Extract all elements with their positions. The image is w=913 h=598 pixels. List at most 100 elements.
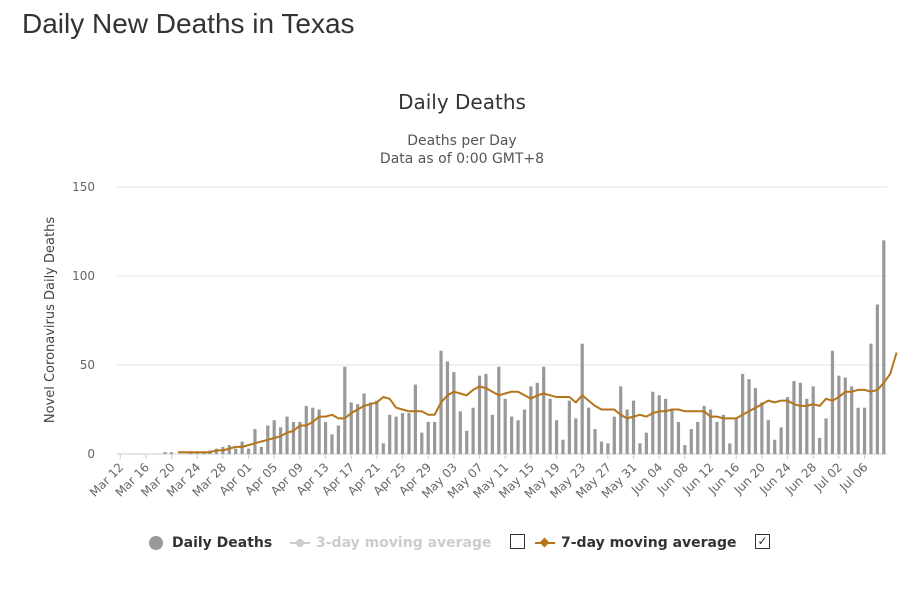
- bar[interactable]: [298, 421, 302, 454]
- bar[interactable]: [696, 421, 700, 454]
- seven-day-average-path[interactable]: [178, 352, 898, 454]
- bar[interactable]: [522, 409, 527, 455]
- legend-item-daily-deaths[interactable]: Daily Deaths: [146, 532, 272, 554]
- bar[interactable]: [394, 416, 398, 454]
- bar[interactable]: [773, 439, 777, 454]
- bar[interactable]: [766, 420, 770, 454]
- bar[interactable]: [721, 414, 725, 454]
- bar[interactable]: [484, 373, 488, 454]
- bar[interactable]: [593, 429, 597, 454]
- bar[interactable]: [843, 377, 847, 454]
- bar[interactable]: [535, 382, 539, 454]
- bar[interactable]: [465, 430, 469, 454]
- bar[interactable]: [657, 395, 661, 454]
- bar[interactable]: [631, 400, 636, 454]
- bar[interactable]: [317, 409, 321, 455]
- bar[interactable]: [580, 343, 584, 454]
- bar[interactable]: [445, 361, 450, 454]
- legend-item-7-day-average[interactable]: 7-day moving average: [535, 532, 737, 554]
- bar[interactable]: [259, 446, 263, 454]
- bar[interactable]: [304, 405, 308, 454]
- seven-day-average-line[interactable]: [178, 352, 898, 454]
- bar[interactable]: [818, 437, 822, 454]
- bar[interactable]: [625, 409, 629, 455]
- bar[interactable]: [323, 421, 328, 454]
- bar[interactable]: [516, 420, 520, 454]
- bar[interactable]: [433, 421, 437, 454]
- checkbox-3-day-average[interactable]: [510, 534, 525, 549]
- bar[interactable]: [715, 421, 719, 454]
- bar[interactable]: [510, 416, 514, 454]
- bar[interactable]: [413, 384, 417, 454]
- bar[interactable]: [779, 427, 783, 454]
- bar[interactable]: [670, 409, 674, 455]
- bar[interactable]: [708, 409, 713, 455]
- bar[interactable]: [490, 414, 494, 454]
- bar[interactable]: [856, 407, 860, 454]
- bar[interactable]: [368, 402, 373, 454]
- bar[interactable]: [554, 420, 559, 454]
- bar[interactable]: [811, 386, 815, 454]
- bar[interactable]: [343, 366, 347, 454]
- daily-deaths-bars[interactable]: [163, 240, 886, 455]
- bar[interactable]: [542, 366, 546, 454]
- bar[interactable]: [702, 405, 706, 454]
- bar[interactable]: [246, 448, 251, 454]
- bar[interactable]: [644, 432, 648, 454]
- bar[interactable]: [606, 443, 610, 454]
- bar[interactable]: [753, 388, 758, 454]
- bar[interactable]: [862, 407, 867, 454]
- bar[interactable]: [169, 452, 174, 454]
- bar[interactable]: [548, 398, 552, 454]
- bar[interactable]: [728, 443, 732, 454]
- bar[interactable]: [471, 407, 475, 454]
- bar[interactable]: [805, 398, 809, 454]
- bar[interactable]: [676, 421, 681, 454]
- legend-item-3-day-average[interactable]: 3-day moving average: [290, 532, 492, 554]
- bar[interactable]: [574, 418, 578, 454]
- bar[interactable]: [336, 425, 340, 454]
- bar[interactable]: [253, 429, 257, 454]
- bar[interactable]: [587, 407, 591, 454]
- bar[interactable]: [311, 407, 315, 454]
- bar[interactable]: [689, 429, 693, 454]
- bar[interactable]: [850, 386, 854, 454]
- bar[interactable]: [420, 432, 424, 454]
- bar[interactable]: [561, 439, 565, 454]
- bar[interactable]: [375, 400, 379, 454]
- bar[interactable]: [824, 418, 828, 454]
- bar[interactable]: [875, 304, 879, 454]
- bar[interactable]: [760, 402, 764, 454]
- bar[interactable]: [882, 240, 886, 454]
- bar[interactable]: [830, 350, 835, 454]
- bar[interactable]: [285, 416, 289, 454]
- bar[interactable]: [356, 404, 360, 454]
- checkbox-7-day-average[interactable]: ✓: [755, 534, 770, 549]
- bar[interactable]: [664, 398, 668, 454]
- bar[interactable]: [734, 418, 738, 454]
- bar[interactable]: [279, 427, 283, 454]
- bar[interactable]: [362, 393, 366, 454]
- bar[interactable]: [837, 375, 841, 454]
- bar[interactable]: [599, 441, 604, 454]
- bar[interactable]: [638, 443, 642, 454]
- bar[interactable]: [349, 402, 353, 454]
- bar[interactable]: [612, 416, 616, 454]
- bar[interactable]: [567, 400, 571, 454]
- bar[interactable]: [426, 421, 430, 454]
- bar[interactable]: [619, 386, 623, 454]
- bar[interactable]: [651, 391, 655, 454]
- bar[interactable]: [798, 382, 802, 454]
- bar[interactable]: [291, 421, 296, 454]
- bar[interactable]: [388, 414, 392, 454]
- bar[interactable]: [785, 397, 790, 454]
- bar[interactable]: [330, 434, 334, 454]
- bar[interactable]: [503, 398, 507, 454]
- bar[interactable]: [792, 381, 796, 454]
- bar[interactable]: [497, 366, 501, 454]
- bar[interactable]: [869, 343, 873, 454]
- bar[interactable]: [452, 372, 456, 454]
- bar[interactable]: [381, 443, 385, 454]
- bar[interactable]: [407, 413, 411, 454]
- bar[interactable]: [477, 375, 482, 454]
